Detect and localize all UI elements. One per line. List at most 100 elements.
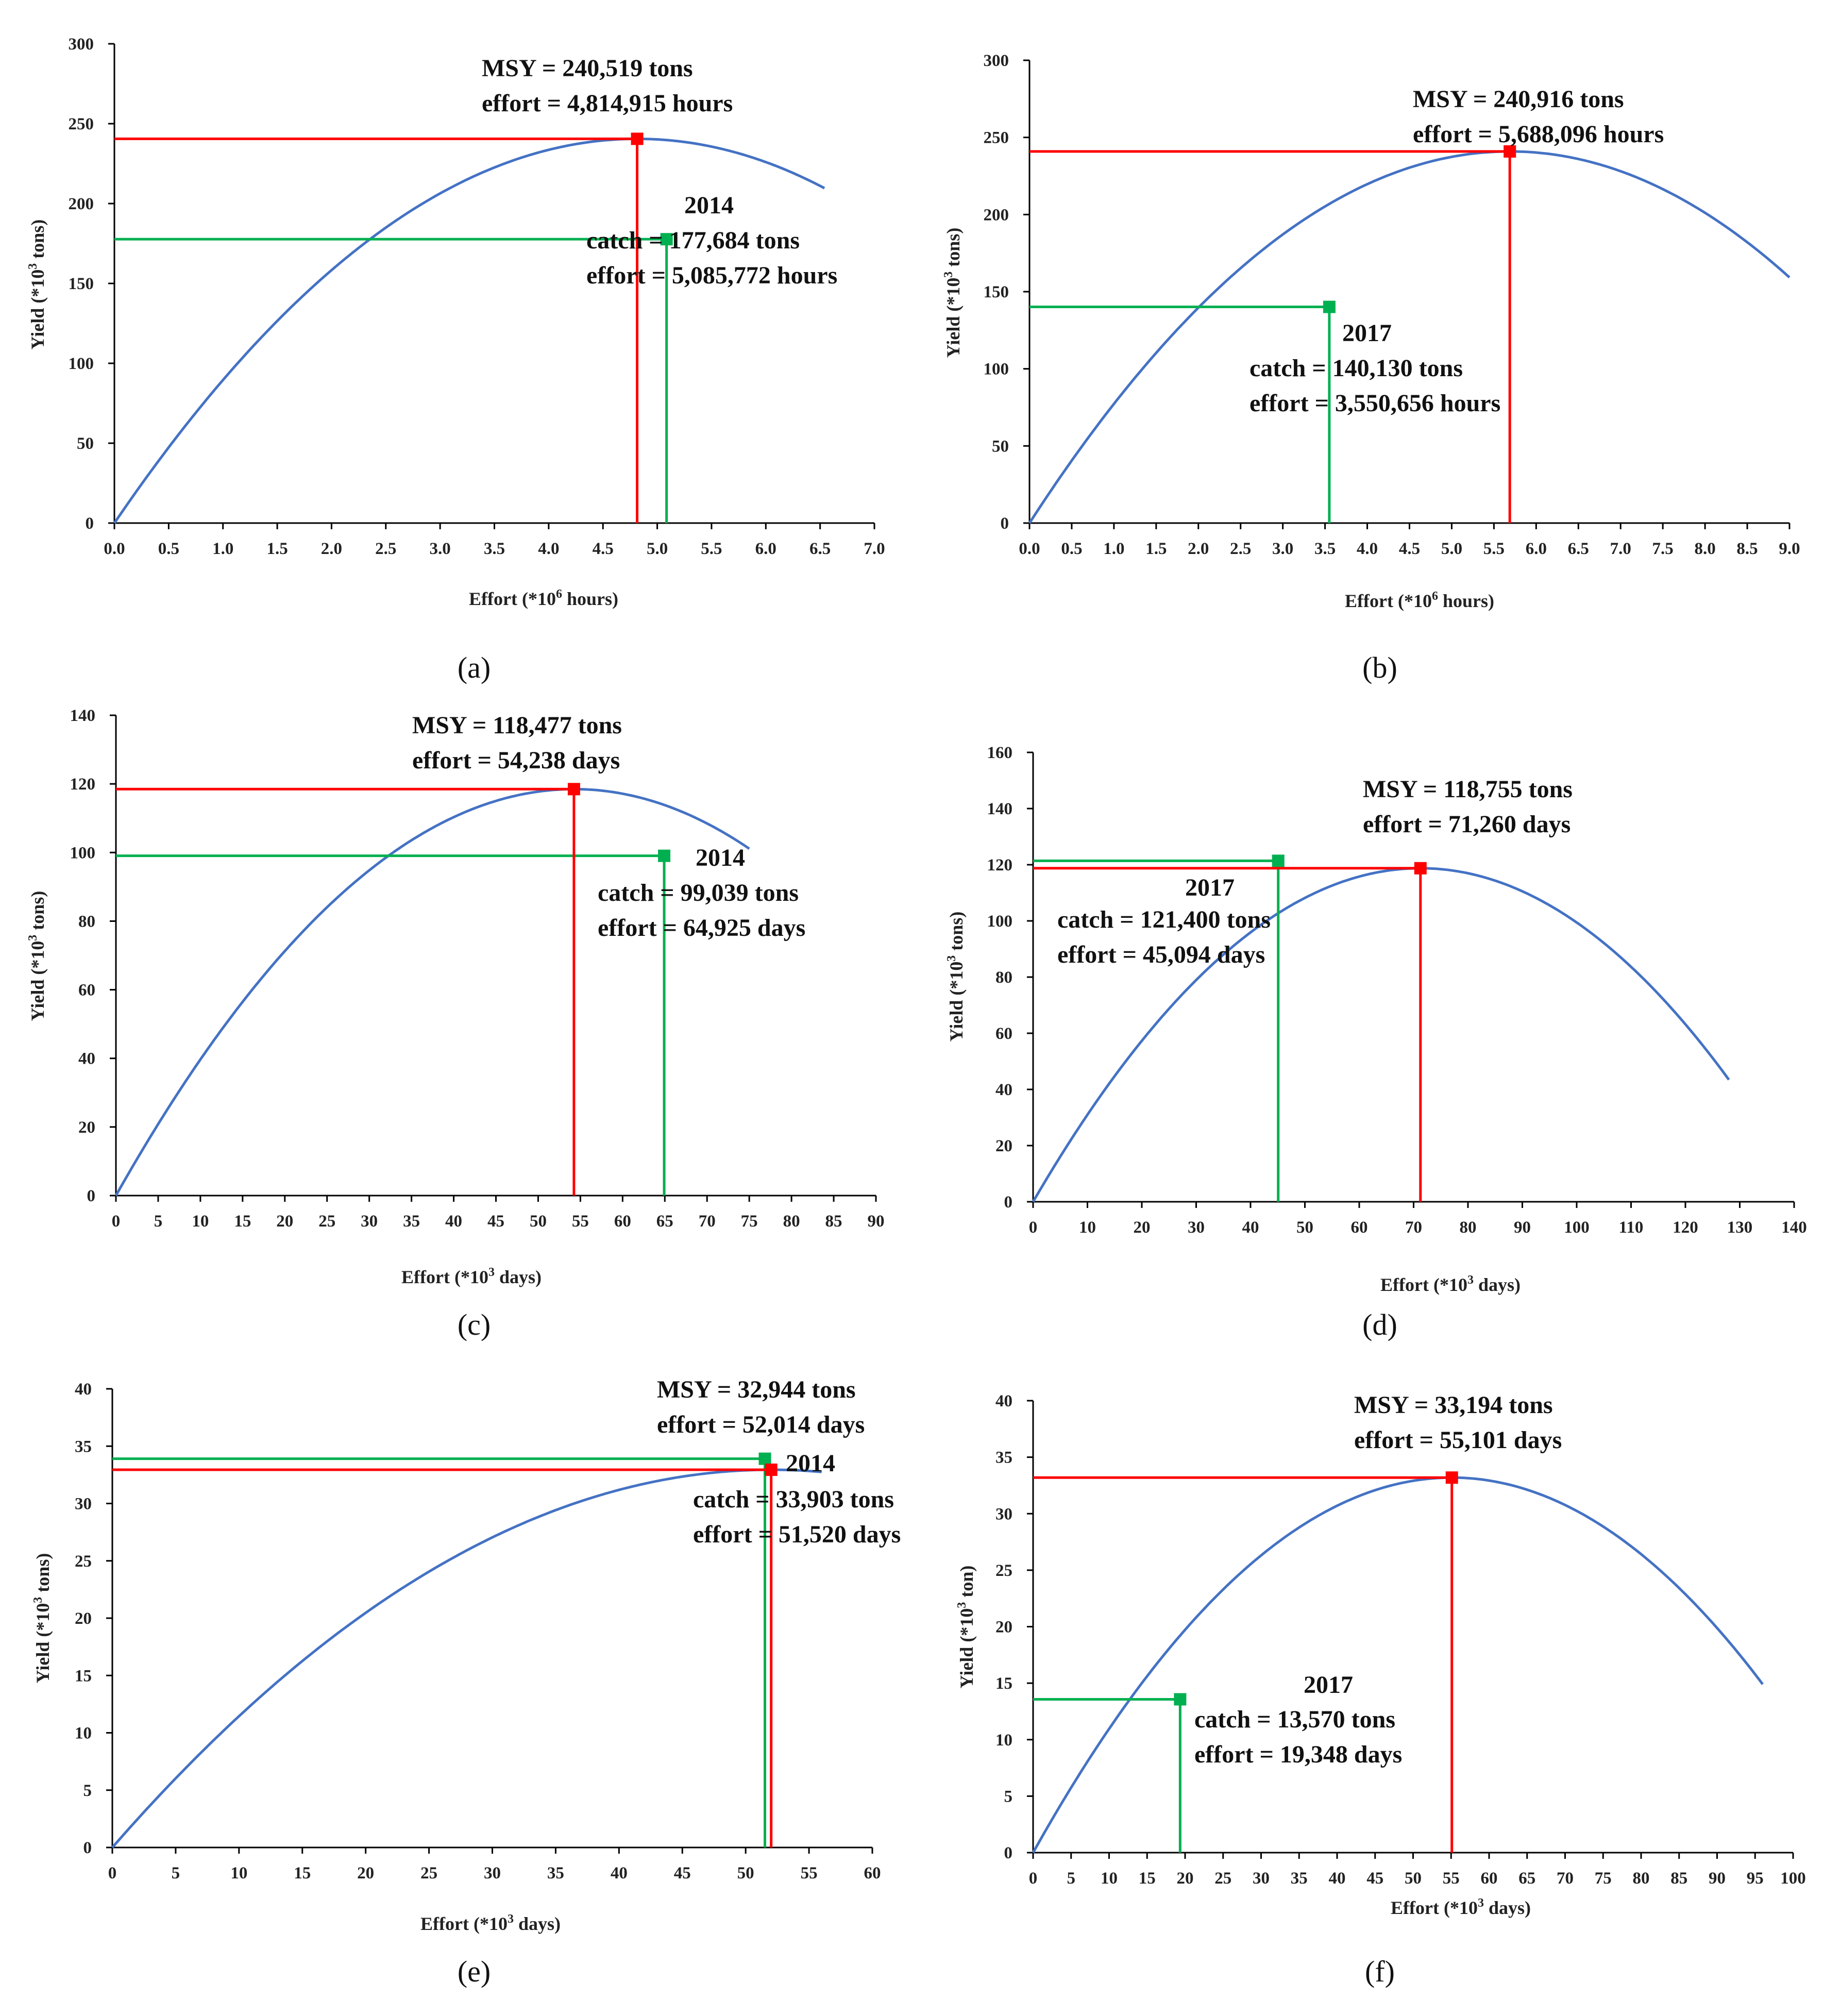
observed-catch-label: catch = 177,684 tons [586,227,800,254]
x-tick-label: 8.0 [1694,540,1715,558]
y-tick-label: 250 [69,115,94,133]
x-tick-label: 2.0 [1188,540,1209,558]
x-tick-label: 40 [1242,1218,1259,1237]
x-axis-title-sup: 3 [488,1266,495,1279]
x-tick-label: 60 [1481,1869,1498,1888]
y-tick-label: 20 [75,1609,92,1628]
x-tick-label: 60 [614,1212,631,1231]
x-tick-label: 5 [1067,1869,1076,1888]
y-axis-title: Yield (*103 tons) [31,1553,53,1684]
x-tick-label: 95 [1747,1869,1764,1888]
y-axis-title: Yield (*103 ton) [955,1566,977,1689]
panel-caption: (c) [458,1308,491,1341]
yield-curve-line [1032,1476,1764,1854]
observed-year-label: 2017 [1185,874,1235,901]
observed-point-marker [660,233,673,246]
y-axis-title-end: tons) [943,228,964,272]
x-tick-label: 15 [294,1864,311,1883]
yield-curve-line [1032,867,1730,1203]
y-tick-label: 300 [984,52,1009,70]
x-axis-title-end: days) [514,1913,561,1934]
y-tick-label: 120 [987,856,1013,875]
x-tick-label: 7.5 [1652,540,1674,558]
observed-effort-label: effort = 51,520 days [693,1521,901,1548]
y-tick-label: 100 [987,912,1013,931]
msy-label: MSY = 32,944 tons [657,1376,856,1403]
msy-label: MSY = 118,477 tons [412,712,622,739]
x-axis-title: Effort (*106 hours) [1345,590,1494,611]
observed-catch-label: catch = 121,400 tons [1057,906,1271,933]
x-tick-label: 6.5 [1568,540,1589,558]
x-tick-label: 20 [357,1864,374,1883]
y-tick-label: 120 [70,775,96,794]
x-tick-label: 5.0 [647,540,668,558]
x-axis-title-text: Effort (*10 [1345,591,1432,611]
x-tick-label: 0.5 [158,540,179,558]
x-axis-title-sup: 3 [1467,1273,1474,1287]
yield-curve-line [1028,150,1791,524]
x-tick-label: 55 [801,1864,818,1883]
x-axis-title-text: Effort (*10 [1380,1274,1467,1295]
msy-effort-label: effort = 55,101 days [1354,1426,1562,1454]
y-axis-title-sup: 3 [26,935,40,941]
x-tick-label: 30 [1188,1218,1205,1237]
x-axis-title-text: Effort (*10 [469,589,556,609]
y-axis-title-text: Yield (*10 [943,278,964,358]
y-tick-label: 50 [992,437,1009,456]
x-tick-label: 0 [1029,1218,1038,1237]
x-tick-label: 15 [234,1212,251,1231]
y-axis-title-end: ton) [956,1566,977,1602]
y-tick-label: 35 [995,1449,1012,1467]
y-axis-title: Yield (*103 tons) [26,220,48,350]
y-tick-label: 10 [995,1731,1012,1750]
y-axis-title-end: tons) [27,891,48,935]
y-tick-label: 60 [995,1024,1012,1043]
chart-panel-d: 0 10 20 30 40 50 60 70 80 90 100 110 120 130 140 0 20 40 6… [945,744,1807,1341]
chart-panel-b: 0.0 0.5 1.0 1.5 2.0 2.5 3.0 3.5 4.0 4.5 5.0 5.5 6.0 6… [942,52,1800,684]
x-axis-title: Effort (*103 days) [401,1266,542,1287]
panel-caption: (d) [1362,1308,1397,1341]
x-tick-label: 60 [1351,1218,1368,1237]
y-tick-label: 250 [984,129,1009,147]
x-tick-label: 130 [1727,1218,1753,1237]
x-tick-label: 3.0 [1272,540,1293,558]
x-tick-label: 110 [1619,1218,1644,1237]
observed-point-marker [758,1452,771,1465]
x-tick-label: 0 [1029,1869,1038,1888]
x-tick-label: 2.5 [1230,540,1251,558]
x-tick-label: 35 [547,1864,564,1883]
msy-point-marker [567,783,580,796]
y-tick-label: 0 [1004,1844,1013,1862]
y-axis-title-text: Yield (*10 [956,1608,977,1689]
y-tick-label: 100 [70,844,96,862]
y-tick-label: 40 [995,1392,1012,1410]
x-tick-label: 2.0 [321,540,342,558]
x-tick-label: 60 [864,1864,881,1883]
x-tick-label: 10 [230,1864,247,1883]
x-tick-label: 1.0 [1103,540,1124,558]
x-tick-label: 3.0 [430,540,451,558]
x-tick-label: 7.0 [1610,540,1631,558]
x-tick-label: 45 [674,1864,691,1883]
x-axis-title: Effort (*103 days) [420,1912,561,1934]
x-tick-label: 4.5 [1399,540,1420,558]
y-tick-label: 150 [984,283,1009,301]
observed-year-label: 2014 [684,192,734,219]
x-tick-label: 0 [108,1864,117,1883]
x-tick-label: 20 [1134,1218,1151,1237]
x-tick-label: 140 [1781,1218,1807,1237]
yield-curve-line [113,137,825,524]
msy-point-marker [765,1463,778,1476]
x-tick-label: 45 [1366,1869,1383,1888]
x-axis-title: Effort (*103 days) [1391,1896,1531,1918]
x-tick-label: 30 [361,1212,378,1231]
y-tick-label: 60 [78,981,95,1000]
x-tick-label: 35 [403,1212,420,1231]
observed-effort-label: effort = 5,085,772 hours [586,262,837,289]
observed-catch-label: catch = 140,130 tons [1249,355,1463,382]
x-tick-label: 80 [1633,1869,1650,1888]
x-tick-label: 0.0 [1019,540,1040,558]
x-tick-label: 50 [1296,1218,1313,1237]
x-tick-label: 3.5 [1314,540,1336,558]
x-tick-label: 35 [1291,1869,1308,1888]
